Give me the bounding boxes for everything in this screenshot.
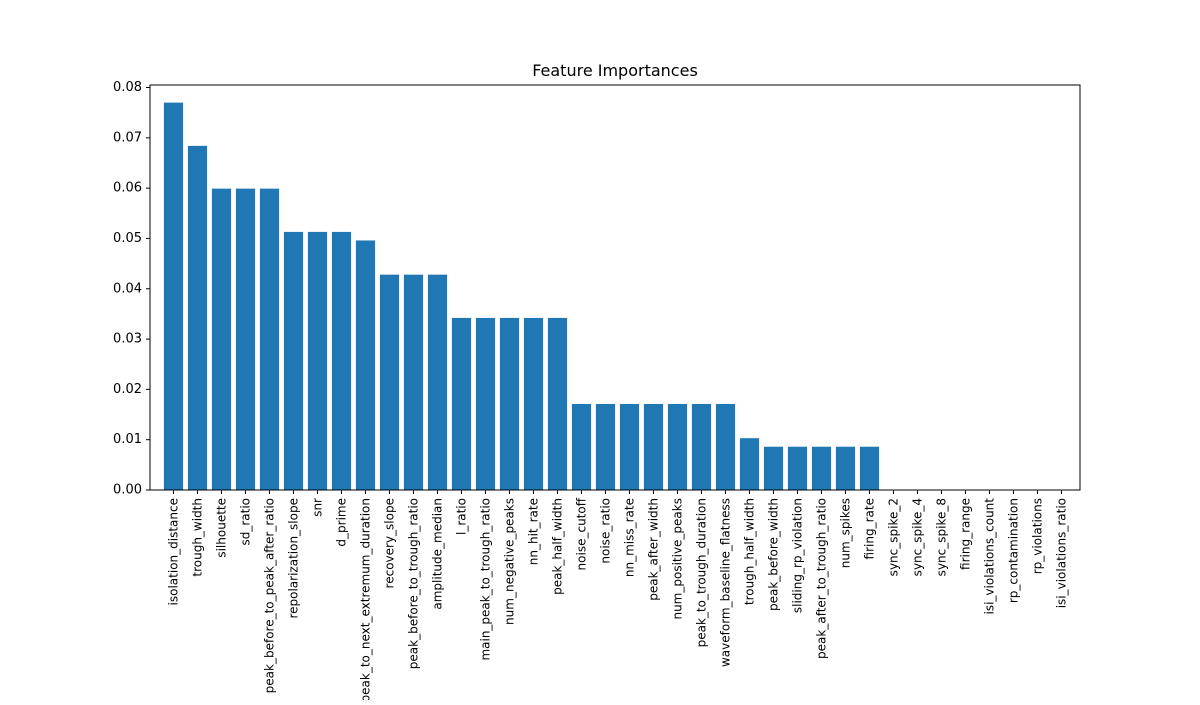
x-tick-label: sync_spike_8: [935, 498, 949, 576]
x-tick-label: silhouette: [215, 498, 229, 558]
bar-waveform-baseline-flatness: [715, 403, 736, 490]
chart-title: Feature Importances: [532, 61, 698, 80]
x-tick-label: isi_violations_ratio: [1055, 498, 1069, 608]
plot-frame: [149, 84, 1081, 491]
y-axis: 0.00 0.01 0.02 0.03 0.04 0.05 0.06 0.07 0.08: [113, 80, 150, 498]
bar-peak-before-width: [763, 446, 784, 490]
bar-peak-to-trough-duration: [691, 403, 712, 490]
y-tick-label: 0.04: [113, 281, 142, 296]
y-tick-label: 0.05: [113, 231, 142, 246]
x-tick-label: peak_before_width: [767, 498, 781, 611]
bar-num-positive-peaks: [667, 403, 688, 490]
bar-peak-to-next-extremum-duration: [355, 240, 376, 490]
bar-peak-half-width: [547, 317, 568, 490]
x-tick-label: num_spikes: [839, 498, 853, 568]
y-tick-label: 0.02: [113, 382, 142, 397]
bar-peak-before-to-trough-ratio: [403, 274, 424, 490]
y-tick-label: 0.07: [113, 130, 142, 145]
bar-noise-ratio: [595, 403, 616, 490]
bar-nn-hit-rate: [523, 317, 544, 490]
bar-amplitude-median: [427, 274, 448, 490]
y-tick-label: 0.01: [113, 432, 142, 447]
bar-l-ratio: [451, 317, 472, 490]
bar-silhouette: [211, 188, 232, 490]
x-tick-label: rp_contamination: [1007, 498, 1021, 603]
bar-num-spikes: [835, 446, 856, 490]
bar-peak-after-width: [643, 403, 664, 490]
bar-trough-half-width: [739, 438, 760, 490]
bar-peak-after-to-trough-ratio: [811, 446, 832, 490]
x-tick-label: num_positive_peaks: [671, 498, 685, 620]
x-tick-label: snr: [311, 498, 325, 517]
x-tick-label: num_negative_peaks: [503, 498, 517, 625]
x-tick-label: main_peak_to_trough_ratio: [479, 498, 493, 661]
x-tick-label: amplitude_median: [431, 498, 445, 610]
bar-peak-before-to-peak-after-ratio: [259, 188, 280, 490]
x-tick-label: sliding_rp_violation: [791, 498, 805, 613]
x-tick-label: isolation_distance: [167, 498, 181, 605]
bar-noise-cutoff: [571, 403, 592, 490]
y-tick-label: 0.06: [113, 181, 142, 196]
bar-firing-rate: [859, 446, 880, 490]
x-tick-label: peak_half_width: [551, 498, 565, 595]
bar-repolarization-slope: [283, 231, 304, 490]
bar-sliding-rp-violation: [787, 446, 808, 490]
x-tick-label: trough_width: [191, 498, 205, 577]
x-tick-label: rp_violations: [1031, 498, 1045, 574]
x-tick-label: nn_hit_rate: [527, 498, 541, 565]
x-tick-label: peak_before_to_peak_after_ratio: [263, 498, 277, 693]
x-tick-label: firing_rate: [863, 498, 877, 559]
x-tick-label: d_prime: [335, 498, 349, 547]
y-tick-label: 0.08: [113, 80, 142, 95]
bar-sd-ratio: [235, 188, 256, 490]
bar-d-prime: [331, 231, 352, 490]
x-tick-label: peak_after_width: [647, 498, 661, 601]
x-tick-label: repolarization_slope: [287, 498, 301, 619]
x-axis: isolation_distance trough_width silhouette…: [167, 490, 1069, 702]
x-tick-label: trough_half_width: [743, 498, 757, 605]
x-tick-label: firing_range: [959, 498, 973, 570]
x-tick-label: waveform_baseline_flatness: [719, 498, 733, 667]
x-tick-label: peak_before_to_trough_ratio: [407, 498, 421, 669]
x-tick-label: sync_spike_2: [887, 498, 901, 576]
x-tick-label: isi_violations_count: [983, 498, 997, 615]
x-tick-label: recovery_slope: [383, 498, 397, 588]
x-tick-label: peak_to_next_extremum_duration: [359, 498, 373, 700]
y-tick-label: 0.03: [113, 332, 142, 347]
bar-isolation-distance: [163, 102, 184, 491]
y-tick-label: 0.00: [113, 483, 142, 498]
x-tick-label: nn_miss_rate: [623, 498, 637, 577]
bar-num-negative-peaks: [499, 317, 520, 490]
x-tick-label: sync_spike_4: [911, 498, 925, 576]
x-tick-label: l_ratio: [455, 498, 469, 535]
bar-snr: [307, 231, 328, 490]
x-tick-label: noise_cutoff: [575, 497, 589, 570]
x-tick-label: peak_after_to_trough_ratio: [815, 498, 829, 659]
x-tick-label: peak_to_trough_duration: [695, 498, 709, 647]
bar-main-peak-to-trough-ratio: [475, 317, 496, 490]
x-tick-label: sd_ratio: [239, 498, 253, 546]
bars-group: [163, 102, 880, 491]
bar-recovery-slope: [379, 274, 400, 490]
bar-trough-width: [187, 145, 208, 490]
x-tick-label: noise_ratio: [599, 498, 613, 564]
bar-nn-miss-rate: [619, 403, 640, 490]
